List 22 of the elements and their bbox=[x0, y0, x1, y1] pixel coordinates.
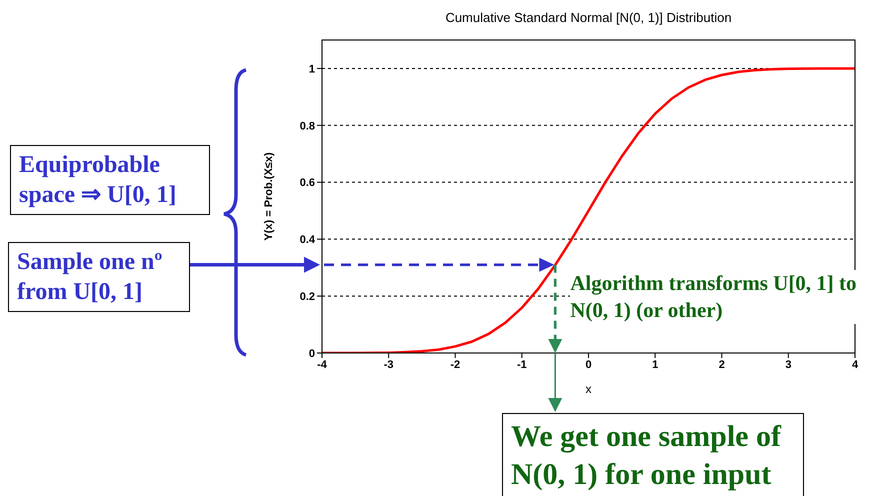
y-tick-label: 0.6 bbox=[300, 177, 315, 190]
x-tick-label: 4 bbox=[852, 358, 859, 371]
annotation: Algorithm transforms U[0, 1] to N(0, 1) (or other) bbox=[570, 270, 870, 324]
x-tick-label: 1 bbox=[652, 358, 658, 371]
y-axis-title: Y(x) = Prob.(X≤x) bbox=[262, 152, 275, 241]
text: Equiprobable space ⇒ U[0, 1] bbox=[10, 145, 210, 215]
x-tick-label: 2 bbox=[718, 358, 725, 371]
chart-title: Cumulative Standard Normal [N(0, 1)] Distribution bbox=[444, 10, 733, 25]
y-tick-label: 0.4 bbox=[300, 234, 316, 246]
x-axis-title: x bbox=[586, 382, 592, 396]
x-tick-label: -4 bbox=[317, 358, 328, 371]
x-tick-label: 3 bbox=[785, 358, 792, 371]
x-tick-label: 0 bbox=[585, 358, 592, 371]
text: Sample one nº from U[0, 1] bbox=[8, 242, 190, 312]
x-tick-label: -1 bbox=[516, 358, 527, 371]
y-tick-label: 0 bbox=[308, 348, 315, 360]
y-tick-label: 0.8 bbox=[300, 120, 315, 132]
x-tick-label: -3 bbox=[384, 358, 394, 371]
text: We get one sample of N(0, 1) for one input bbox=[502, 413, 804, 496]
x-tick-label: -2 bbox=[450, 358, 460, 371]
y-tick-label: 1 bbox=[308, 63, 315, 76]
y-tick-label: 0.2 bbox=[300, 290, 315, 303]
